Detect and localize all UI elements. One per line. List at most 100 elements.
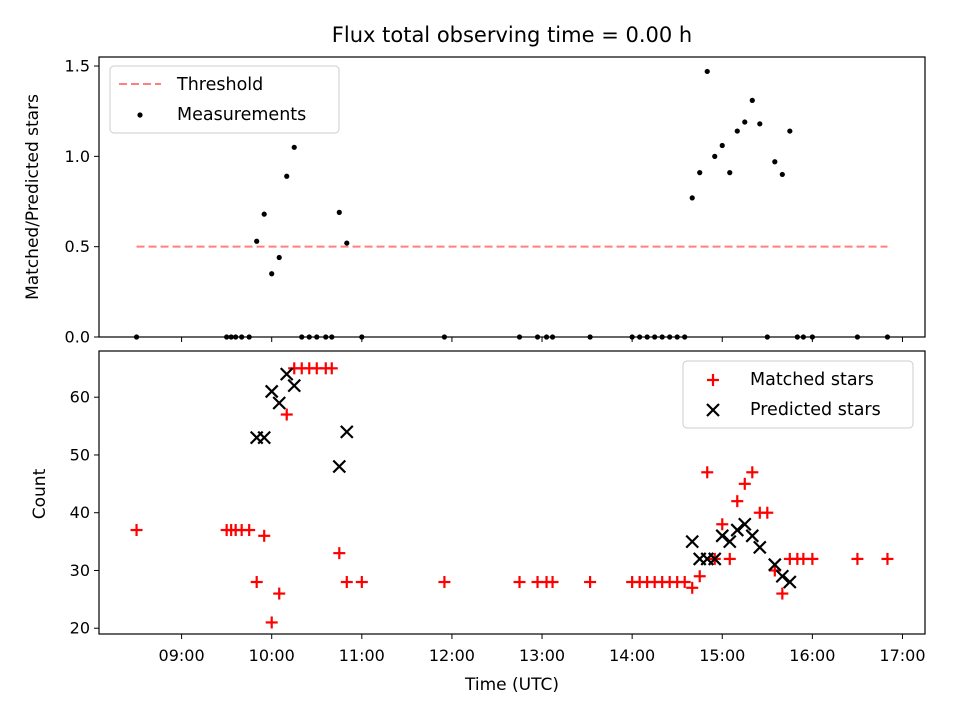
x-tick-label: 12:00: [429, 646, 475, 665]
measurement-point: [749, 97, 755, 103]
measurement-point: [261, 211, 267, 217]
bottom-y-tick-label: 50: [70, 445, 90, 464]
predicted-star-point: [287, 378, 302, 393]
bottom-legend-box: [682, 360, 914, 429]
measurements-legend-label: Measurements: [177, 105, 306, 125]
matched-star-point: [731, 495, 744, 508]
matched-star-point: [243, 524, 256, 537]
measurement-point: [742, 119, 748, 125]
matched-star-point: [881, 552, 894, 565]
top-axes-frame: [98, 56, 926, 338]
predicted-star-point: [738, 517, 752, 532]
x-tick-label: 15:00: [699, 646, 745, 665]
matched-star-point: [265, 616, 278, 629]
measurement-point: [719, 142, 725, 149]
x-tick-label: 16:00: [789, 646, 835, 665]
predicted-star-point: [707, 552, 722, 566]
predicted-star-point: [332, 459, 347, 474]
matched-star-point: [738, 477, 751, 490]
measurement-point: [284, 173, 290, 179]
predicted-star-point: [340, 425, 354, 439]
predicted-star-point: [257, 430, 271, 445]
measurement-point: [712, 153, 718, 159]
top-ticks: 0.0 0.5 1.0 1.5: [65, 57, 903, 347]
x-tick-label: 17:00: [879, 646, 925, 665]
x-tick-label: 13:00: [519, 646, 565, 665]
matched-legend-swatch: [707, 374, 719, 386]
measurement-point: [727, 170, 733, 176]
top-panel: 0.0 0.5 1.0 1.5 Matched/Predicted stars Thr…: [23, 56, 926, 347]
bottom-panel: 20 30 40 50 60 09:00 10:00 11:00 12:00 13:00 14:00…: [30, 350, 926, 695]
measurements-legend-swatch: [137, 112, 143, 118]
matched-star-point: [130, 524, 143, 537]
x-tick-label: 10:00: [249, 646, 295, 665]
matched-star-point: [761, 506, 774, 519]
count-marks: [130, 362, 894, 629]
x-tick-label: 09:00: [159, 646, 205, 665]
matched-star-point: [333, 547, 346, 560]
measurement-marks: [133, 68, 891, 340]
matched-star-point: [258, 529, 271, 542]
matched-star-point: [280, 408, 293, 421]
matched-star-point: [546, 576, 559, 589]
predicted-star-point: [775, 569, 790, 584]
predicted-star-point: [768, 557, 782, 572]
measurement-point: [779, 171, 785, 178]
top-y-tick-label: 0.0: [65, 328, 90, 347]
matched-star-point: [273, 587, 286, 600]
matched-star-point: [584, 576, 597, 589]
predicted-star-point: [753, 540, 767, 555]
matched-star-point: [701, 466, 714, 479]
matched-star-point: [513, 576, 526, 589]
matched-star-point: [686, 581, 699, 594]
predicted-star-point: [272, 396, 286, 410]
predicted-star-point: [264, 384, 279, 399]
matched-star-point: [768, 564, 781, 577]
measurement-point: [254, 238, 260, 244]
top-y-tick-label: 1.5: [65, 57, 90, 76]
matched-star-point: [340, 576, 353, 589]
predicted-star-point: [685, 534, 699, 549]
predicted-legend-swatch: [706, 403, 720, 417]
top-y-axis-label: Matched/Predicted stars: [23, 94, 43, 300]
top-legend: Threshold Measurements: [109, 65, 340, 134]
matched-star-point: [716, 518, 729, 531]
predicted-star-point: [783, 575, 797, 589]
measurement-point: [734, 128, 740, 134]
matched-star-point: [438, 576, 451, 589]
matched-star-point: [693, 570, 706, 583]
matched-legend-label: Matched stars: [750, 370, 874, 390]
measurement-point: [787, 128, 793, 134]
matched-star-point: [746, 466, 759, 479]
matched-star-point: [325, 362, 338, 375]
predicted-star-point: [715, 529, 730, 543]
chart-title: Flux total observing time = 0.00 h: [332, 23, 692, 47]
bottom-y-tick-label: 40: [70, 503, 90, 522]
predicted-star-point: [722, 534, 737, 549]
matched-star-point: [776, 587, 789, 600]
bottom-y-tick-label: 20: [70, 619, 90, 638]
bottom-y-tick-label: 30: [70, 561, 90, 580]
threshold-legend-label: Threshold: [176, 75, 263, 95]
measurement-point: [757, 121, 763, 127]
matched-star-point: [723, 552, 736, 565]
predicted-star-point: [745, 529, 760, 543]
bottom-y-axis-label: Count: [30, 468, 50, 519]
matched-star-point: [678, 576, 691, 589]
x-tick-label: 14:00: [609, 646, 655, 665]
bottom-ticks: 20 30 40 50 60 09:00 10:00 11:00 12:00 13:00 14:00…: [70, 388, 926, 665]
bottom-y-tick-label: 60: [70, 388, 90, 407]
top-y-tick-label: 1.0: [65, 147, 90, 166]
predicted-star-point: [730, 523, 745, 537]
measurement-point: [704, 68, 710, 75]
top-y-tick-label: 0.5: [65, 237, 90, 256]
measurement-point: [697, 170, 703, 176]
predicted-star-point: [279, 367, 294, 381]
measurement-point: [336, 209, 342, 215]
measurement-point: [291, 144, 297, 150]
measurement-point: [772, 159, 778, 165]
top-legend-box: [109, 65, 340, 134]
measurement-point: [344, 240, 350, 246]
